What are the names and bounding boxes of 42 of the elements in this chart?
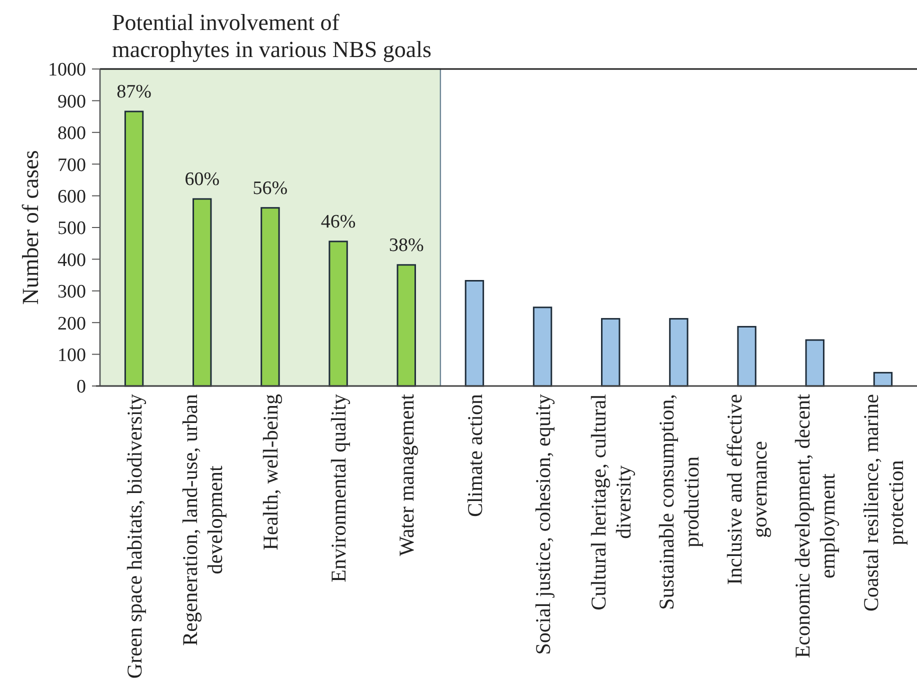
band-label: Potential involvement of macrophytes in various NBS goals <box>112 10 432 62</box>
y-tick-label: 600 <box>58 186 86 208</box>
x-tick-label: Social justice, cohesion, equity <box>530 394 555 655</box>
bar <box>124 110 144 387</box>
x-tick-label: Coastal resilience, marine protection <box>858 394 908 612</box>
y-axis-title: Number of cases <box>18 150 44 305</box>
y-tick-label: 900 <box>58 91 86 112</box>
annotation: 38% <box>388 234 424 256</box>
x-tick-label: Green space habitats, biodiversity <box>122 394 146 679</box>
x-tick-label: Water management <box>394 394 419 556</box>
bar <box>601 318 620 387</box>
y-tick-label: 100 <box>58 344 86 366</box>
x-tick-label: Climate action <box>462 394 487 518</box>
bar <box>532 306 552 387</box>
bar <box>192 198 212 387</box>
bar <box>805 339 824 387</box>
y-tick-label: 0 <box>76 376 86 398</box>
bar <box>328 240 348 387</box>
y-tick-label: 700 <box>58 154 86 176</box>
bar <box>873 372 893 387</box>
annotation: 87% <box>116 81 152 102</box>
y-tick-label: 400 <box>58 250 86 271</box>
x-tick-label: Cultural heritage, cultural diversity <box>586 394 636 610</box>
annotation: 56% <box>252 178 288 199</box>
x-tick-label: Sustainable consumption, production <box>654 394 704 610</box>
annotation: 46% <box>320 211 356 232</box>
annotation: 60% <box>184 168 220 190</box>
x-tick-label: Economic development, decent employment <box>790 394 840 658</box>
bar <box>464 280 484 387</box>
y-tick-label: 200 <box>58 313 86 334</box>
bar <box>737 326 756 387</box>
y-tick-label: 300 <box>58 282 86 303</box>
bar <box>396 264 416 387</box>
bar <box>260 207 280 387</box>
x-tick-label: Regeneration, land-use, urban development <box>178 394 227 646</box>
x-tick-label: Health, well-being <box>258 394 283 550</box>
y-tick-label: 800 <box>58 123 86 144</box>
y-tick-label: 500 <box>58 218 86 240</box>
bar <box>669 318 688 387</box>
x-tick-label: Environmental quality <box>326 394 351 582</box>
x-tick-label: Inclusive and effective governance <box>722 394 772 585</box>
y-tick-label: 1000 <box>48 60 86 81</box>
